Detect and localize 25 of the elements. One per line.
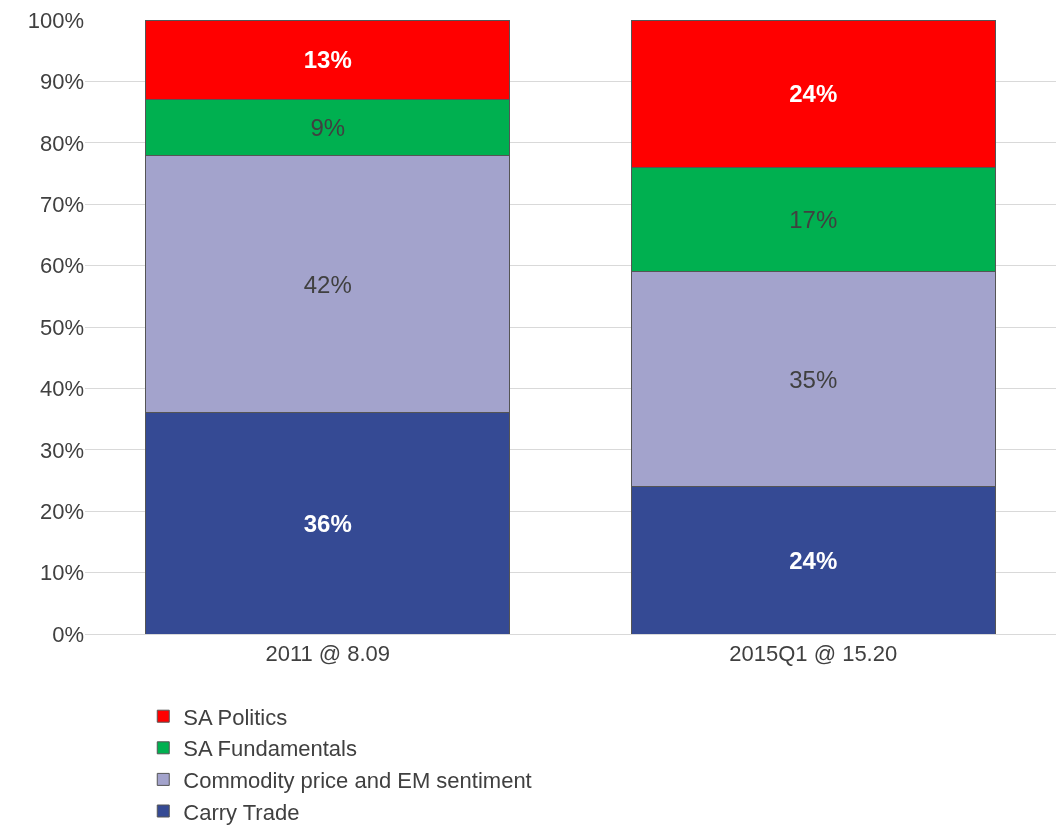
legend-label: SA Fundamentals (183, 736, 357, 762)
y-tick-label: 40% (39, 376, 84, 402)
y-tick-label: 80% (39, 130, 84, 156)
legend-label: Commodity price and EM sentiment (183, 767, 532, 793)
data-label: 9% (310, 113, 346, 141)
y-tick-label: 70% (39, 191, 84, 217)
data-label: 36% (303, 509, 352, 537)
y-tick-label: 20% (39, 498, 84, 524)
data-label: 42% (303, 270, 352, 298)
y-tick-label: 30% (39, 437, 84, 463)
y-tick-label: 0% (52, 621, 84, 647)
y-tick-label: 90% (39, 69, 84, 95)
x-tick-label: 2011 @ 8.09 (265, 641, 391, 667)
y-tick-label: 100% (27, 7, 84, 33)
x-tick-label: 2015Q1 @ 15.20 (729, 641, 898, 667)
data-label: 24% (789, 80, 838, 108)
y-tick-label: 50% (39, 314, 84, 340)
y-tick-label: 60% (39, 253, 84, 279)
legend-label: Carry Trade (183, 799, 300, 825)
data-label: 24% (789, 546, 838, 574)
data-label: 35% (789, 365, 838, 393)
y-tick-label: 10% (39, 560, 84, 586)
legend-label: SA Politics (183, 704, 288, 730)
data-label: 13% (303, 46, 352, 74)
data-label: 17% (789, 206, 838, 234)
